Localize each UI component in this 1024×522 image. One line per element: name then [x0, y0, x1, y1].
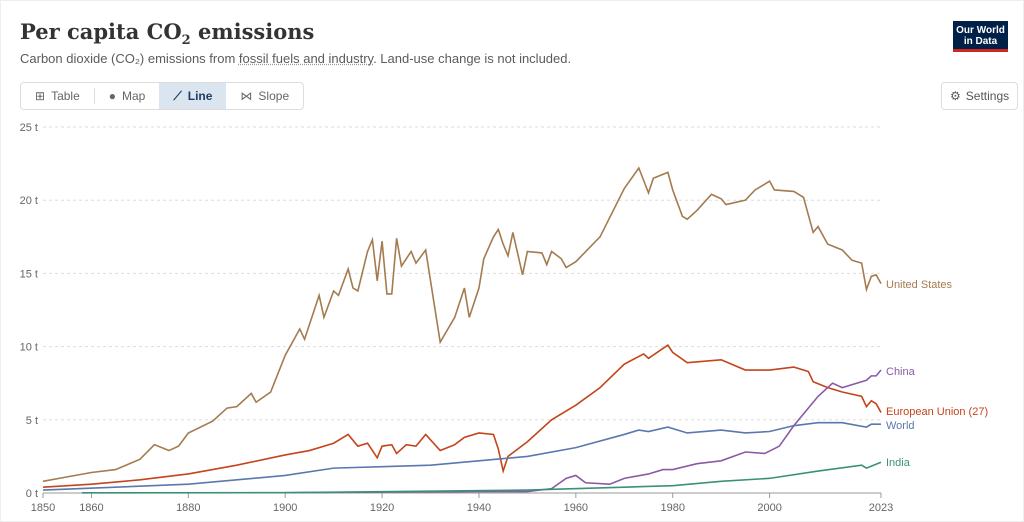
- table-icon: ⊞: [35, 89, 46, 103]
- y-tick-label: 0 t: [26, 488, 38, 500]
- series-label: World: [886, 420, 915, 432]
- slope-icon: ⋈: [240, 89, 253, 103]
- x-tick-label: 1920: [370, 502, 394, 514]
- series-line-india: [81, 461, 882, 494]
- x-tick-label: 1960: [564, 502, 588, 514]
- x-tick-label: 1880: [176, 502, 200, 514]
- series-line-world: [42, 421, 881, 491]
- subtitle: Carbon dioxide (CO₂) emissions from foss…: [20, 51, 572, 66]
- series-label: India: [886, 457, 911, 469]
- y-tick-label: 20 t: [20, 195, 38, 207]
- series-line-european-union-: [42, 344, 882, 488]
- owid-logo[interactable]: Our World in Data: [953, 21, 1008, 52]
- y-tick-label: 5 t: [26, 415, 38, 427]
- line-chart-icon: ⟋: [173, 88, 182, 103]
- series-label: United States: [886, 279, 953, 291]
- tab-map[interactable]: ● Map: [108, 89, 146, 103]
- fossil-fuels-link[interactable]: fossil fuels and industry: [238, 51, 374, 66]
- page-title: Per capita CO2 emissions: [20, 19, 315, 49]
- series-label: European Union (27): [886, 406, 988, 418]
- gear-icon: ⚙: [950, 89, 961, 103]
- x-tick-label: 1980: [660, 502, 684, 514]
- tab-line[interactable]: ⟋ Line: [159, 83, 227, 109]
- x-tick-label: 1940: [467, 502, 491, 514]
- line-chart: 0 t 5 t 10 t 15 t 20 t 25 t 1850 1860 1880 1900 19…: [20, 122, 988, 514]
- x-tick-label: 2000: [757, 502, 781, 514]
- series-line-china: [285, 369, 882, 494]
- y-tick-label: 25 t: [20, 122, 38, 134]
- x-tick-label: 2023: [869, 502, 893, 514]
- divider: [93, 88, 95, 104]
- x-tick-label: 1900: [273, 502, 297, 514]
- tab-table[interactable]: ⊞ Table: [35, 89, 80, 103]
- series-label: China: [886, 366, 916, 378]
- settings-button[interactable]: ⚙ Settings: [941, 82, 1019, 110]
- series-line-united-states: [42, 166, 882, 483]
- globe-icon: ●: [108, 89, 116, 103]
- tab-slope[interactable]: ⋈ Slope: [240, 89, 290, 103]
- x-tick-label: 1860: [79, 502, 103, 514]
- view-tabs: ⊞ Table ● Map ⟋ Line ⋈ Slope: [20, 82, 305, 110]
- y-tick-label: 10 t: [20, 342, 38, 354]
- y-tick-label: 15 t: [20, 268, 38, 280]
- x-tick-label: 1850: [31, 502, 55, 514]
